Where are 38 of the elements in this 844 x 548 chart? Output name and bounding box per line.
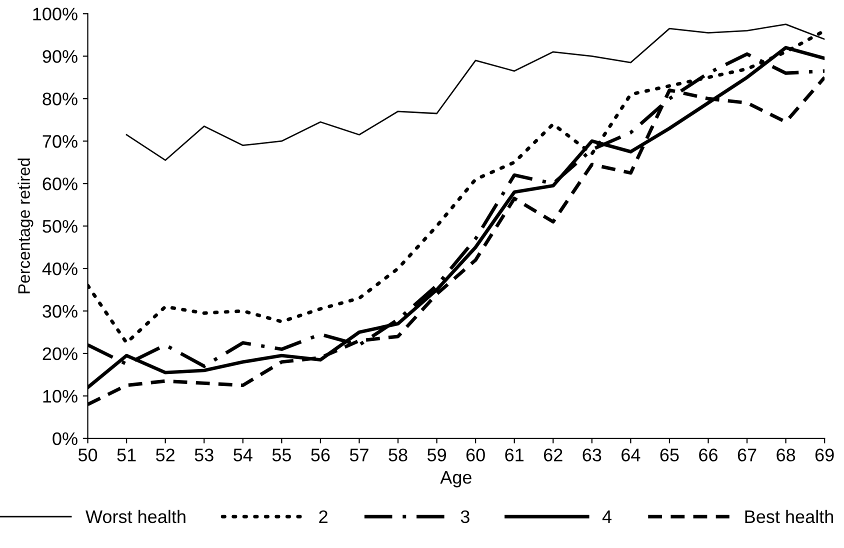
y-tick-label: 100%	[33, 8, 78, 20]
legend-label: Best health	[745, 510, 834, 524]
legend-label: 4	[602, 510, 612, 523]
x-axis-title: Age	[440, 471, 472, 488]
x-tick-label: 61	[505, 448, 524, 462]
x-tick-label: 67	[738, 448, 756, 462]
x-tick-label: 57	[350, 448, 368, 462]
x-tick-label: 60	[466, 448, 485, 462]
legend-label: 2	[319, 510, 328, 523]
x-tick-label: 69	[815, 448, 834, 462]
x-tick-label: 51	[117, 448, 136, 462]
x-tick-label: 68	[776, 448, 796, 462]
x-tick-label: 54	[234, 448, 252, 462]
y-tick-label: 50%	[42, 220, 78, 233]
y-axis-title: Percentage retired	[18, 158, 34, 294]
legend-label: Worst health	[86, 510, 186, 524]
x-tick-label: 53	[194, 448, 214, 462]
y-tick-label: 30%	[42, 304, 78, 318]
y-tick-label: 20%	[42, 347, 78, 360]
x-tick-label: 66	[699, 448, 718, 462]
y-tick-label: 60%	[42, 178, 78, 190]
x-tick-label: 55	[272, 448, 291, 462]
y-tick-label: 40%	[42, 262, 78, 276]
x-tick-label: 63	[582, 448, 602, 462]
x-tick-label: 50	[78, 448, 98, 462]
x-tick-label: 65	[660, 448, 679, 462]
x-tick-label: 62	[544, 448, 562, 462]
x-tick-label: 56	[311, 448, 330, 462]
x-tick-label: 64	[622, 448, 640, 462]
y-tick-label: 0%	[52, 432, 78, 446]
x-tick-label: 59	[427, 448, 446, 462]
x-tick-label: 58	[388, 448, 408, 462]
y-tick-label: 80%	[42, 92, 78, 106]
y-tick-label: 70%	[42, 135, 78, 148]
x-tick-label: 52	[156, 448, 174, 462]
y-tick-label: 90%	[42, 50, 78, 63]
y-tick-label: 10%	[43, 390, 78, 403]
legend-label: 3	[460, 510, 470, 524]
